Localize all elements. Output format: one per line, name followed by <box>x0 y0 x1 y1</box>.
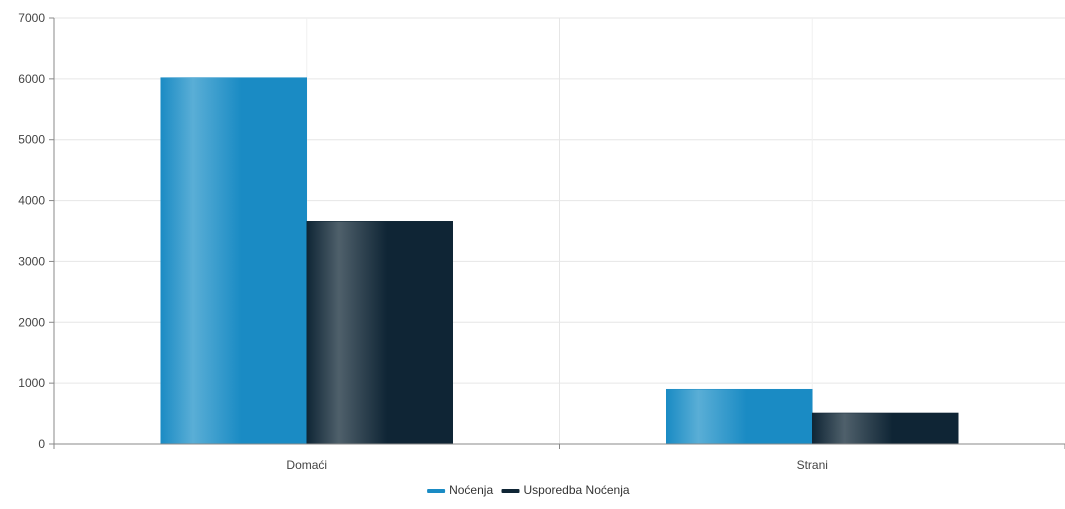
legend-label: Usporedba Noćenja <box>524 483 630 497</box>
y-tick-label: 6000 <box>18 72 45 86</box>
bars <box>160 77 959 445</box>
legend[interactable]: Noćenja Usporedba Noćenja <box>427 483 630 497</box>
bar-nocenja-0[interactable] <box>160 77 307 445</box>
legend-swatch <box>427 489 446 493</box>
y-tick-label: 2000 <box>18 315 45 329</box>
legend-item-nocenja[interactable]: Noćenja <box>427 483 493 497</box>
x-tick-label: Domaći <box>286 458 327 472</box>
legend-swatch <box>501 489 520 493</box>
y-tick-label: 3000 <box>18 254 45 268</box>
y-tick-label: 7000 <box>18 11 45 25</box>
tick-labels: 0 1000 2000 3000 4000 5000 6000 7000 Domaći Stran… <box>18 11 828 472</box>
axes <box>49 17 1065 449</box>
legend-label: Noćenja <box>449 483 493 497</box>
bar-usporedba-nocenja-0[interactable] <box>306 221 453 445</box>
y-tick-label: 0 <box>38 437 45 451</box>
y-tick-label: 1000 <box>18 376 45 390</box>
y-tick-label: 5000 <box>18 133 45 147</box>
x-tick-label: Strani <box>797 458 828 472</box>
bar-nocenja-1[interactable] <box>666 388 813 445</box>
bar-usporedba-nocenja-1[interactable] <box>812 412 959 445</box>
legend-item-usporedba-nocenja[interactable]: Usporedba Noćenja <box>501 483 630 497</box>
y-tick-label: 4000 <box>18 194 45 208</box>
